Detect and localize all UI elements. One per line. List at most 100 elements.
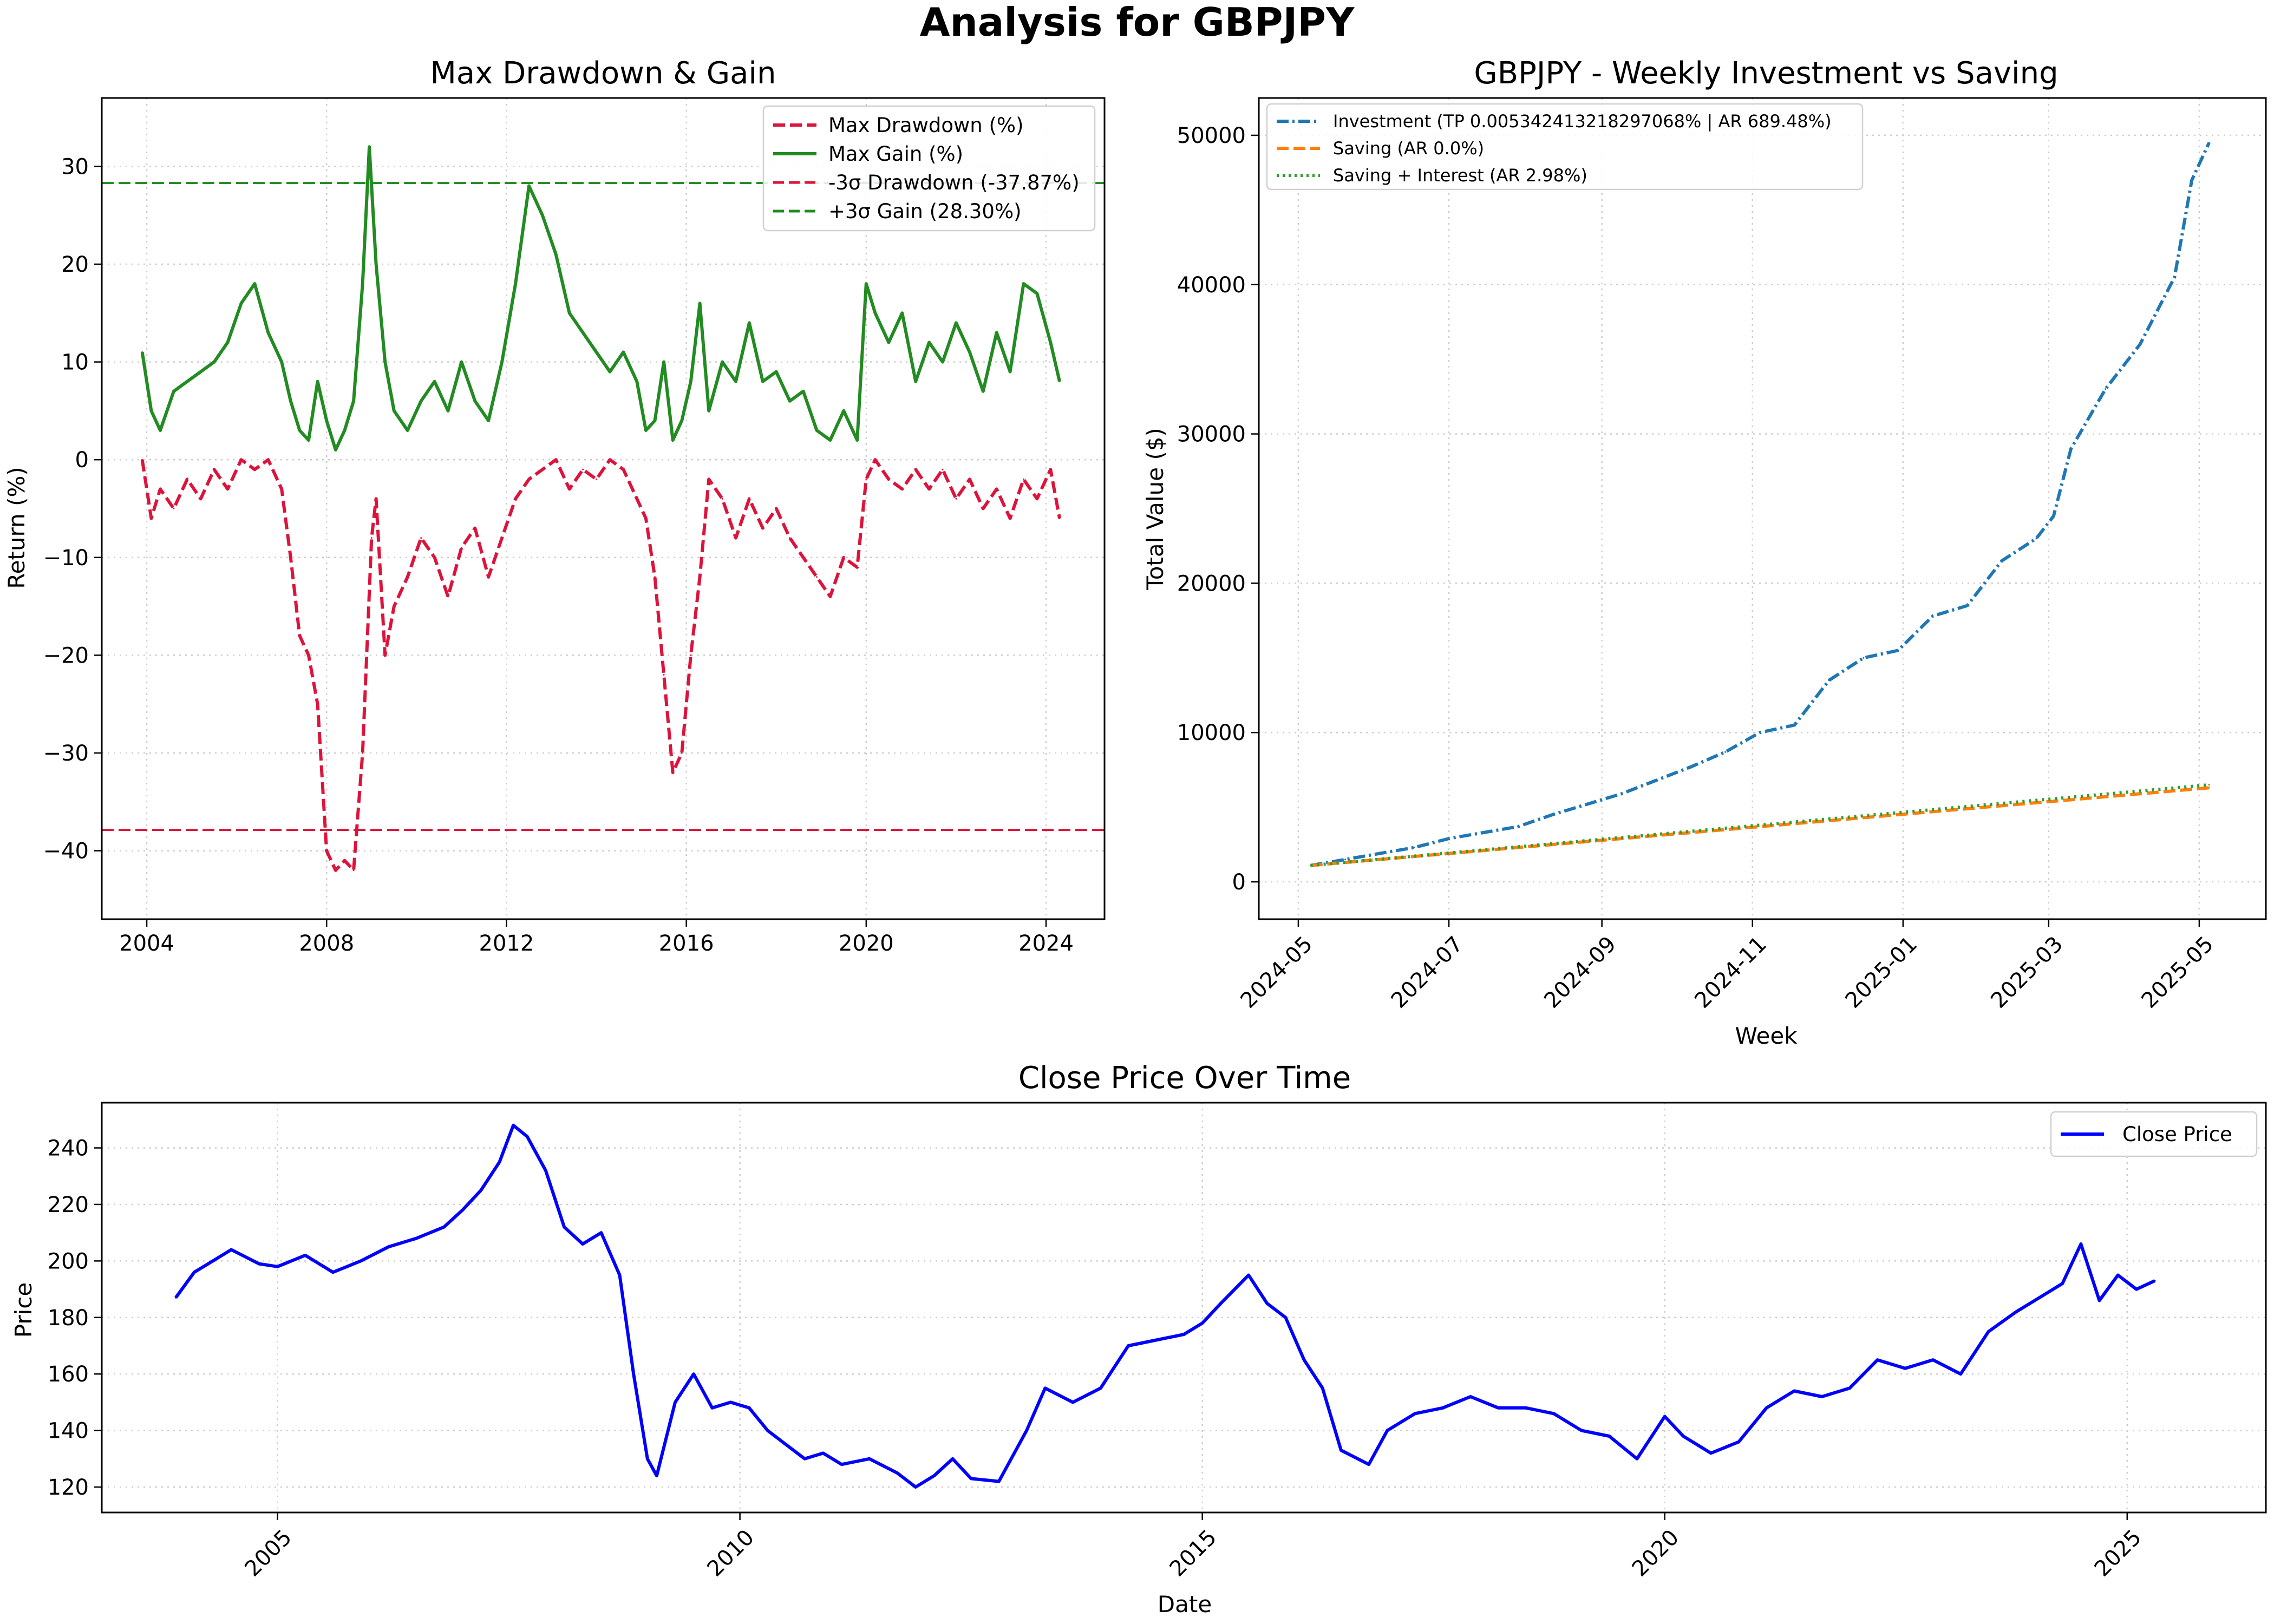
data-point — [325, 850, 328, 852]
data-point — [2208, 142, 2210, 144]
data-point — [767, 1430, 769, 1432]
data-point — [253, 283, 256, 285]
data-point — [690, 381, 692, 383]
x-tick-label: 2024-09 — [1539, 932, 1621, 1013]
data-point — [1413, 847, 1415, 849]
data-point — [1127, 1345, 1129, 1347]
x-tick-label: 2015 — [1165, 1525, 1222, 1582]
data-point — [699, 302, 701, 304]
data-point — [1183, 1333, 1185, 1335]
data-point — [1988, 1331, 1990, 1333]
data-point — [384, 361, 386, 363]
data-point — [368, 146, 370, 148]
data-point — [1442, 1407, 1444, 1409]
data-point — [298, 429, 300, 431]
data-point — [434, 381, 436, 383]
data-point — [200, 497, 202, 500]
drawdown-gain-legend: Max Drawdown (%) Max Gain (%) -3σ Drawdo… — [762, 105, 1096, 232]
data-point — [708, 410, 710, 412]
data-point — [730, 1401, 731, 1403]
data-point — [914, 381, 917, 383]
x-tick-label: 2012 — [479, 931, 534, 956]
data-point — [186, 478, 188, 480]
data-point — [298, 634, 300, 637]
data-point — [865, 478, 867, 480]
data-point — [582, 331, 584, 333]
data-point — [1009, 371, 1011, 373]
data-point — [1058, 381, 1061, 383]
data-point — [193, 1271, 195, 1273]
data-point — [267, 331, 269, 333]
data-point — [1682, 1435, 1684, 1437]
data-point — [721, 361, 723, 363]
series-line — [174, 1123, 2156, 1489]
data-point — [2070, 448, 2072, 450]
data-point — [1368, 1463, 1370, 1465]
x-tick-label: 2010 — [702, 1525, 759, 1582]
data-point — [200, 371, 202, 373]
data-point — [1266, 1302, 1268, 1305]
data-point — [2139, 343, 2141, 345]
data-point — [150, 410, 152, 412]
data-point — [541, 214, 544, 217]
data-point — [982, 390, 984, 392]
data-point — [568, 312, 571, 314]
data-point — [1580, 1430, 1583, 1432]
data-point — [596, 478, 597, 480]
x-tick-label: 2005 — [240, 1525, 297, 1582]
y-tick-label: 0 — [75, 448, 89, 473]
close-price-legend-box — [2050, 1111, 2258, 1157]
data-point — [1044, 1387, 1046, 1389]
close-price-ylabel: Price — [10, 1282, 37, 1338]
data-point — [480, 1189, 482, 1191]
data-point — [596, 351, 597, 353]
data-point — [253, 468, 256, 470]
data-point — [865, 283, 867, 285]
data-point — [735, 537, 737, 539]
data-point — [447, 410, 449, 412]
y-tick-label: 30 — [61, 154, 89, 179]
data-point — [1036, 292, 1038, 294]
data-point — [762, 527, 764, 529]
data-point — [545, 1169, 547, 1171]
data-point — [1448, 837, 1450, 840]
data-point — [775, 508, 777, 509]
weekly-investment-series — [1310, 142, 2211, 867]
data-point — [280, 361, 283, 363]
data-point — [474, 400, 476, 402]
data-point — [1100, 1387, 1102, 1389]
data-point — [856, 566, 858, 568]
data-point — [816, 576, 818, 578]
data-point — [672, 771, 674, 774]
drawdown-gain-chart: Max Drawdown & Gain Return (%) 2004 2008 2… — [3, 56, 1106, 956]
data-point — [555, 253, 557, 256]
data-point — [1877, 1359, 1879, 1361]
data-point — [1303, 1359, 1305, 1361]
data-point — [173, 390, 175, 392]
data-point — [317, 703, 319, 705]
x-tick-label: 2024 — [1018, 931, 1074, 956]
data-point — [748, 497, 750, 500]
legend-close-price-label: Close Price — [2122, 1123, 2232, 1146]
weekly-investment-ticks: 2024-05 2024-07 2024-09 2024-11 2025-01 2025-… — [1177, 123, 2219, 1013]
data-point — [2135, 1288, 2138, 1291]
data-point — [501, 537, 503, 539]
data-point — [789, 537, 791, 539]
data-point — [1759, 731, 1761, 734]
data-point — [1863, 657, 1865, 659]
data-point — [803, 1458, 806, 1460]
data-point — [213, 361, 215, 363]
data-point — [970, 1477, 972, 1479]
data-point — [789, 400, 791, 402]
x-tick-label: 2020 — [839, 931, 894, 956]
data-point — [173, 508, 175, 509]
y-tick-label: 20 — [61, 252, 89, 277]
data-point — [308, 439, 310, 441]
data-point — [227, 342, 228, 343]
y-tick-label: 180 — [48, 1306, 89, 1331]
weekly-investment-plot-frame — [1258, 97, 2267, 920]
data-point — [1517, 826, 1519, 828]
data-point — [982, 508, 984, 509]
data-point — [240, 459, 242, 461]
close-price-grid — [102, 1103, 2266, 1512]
